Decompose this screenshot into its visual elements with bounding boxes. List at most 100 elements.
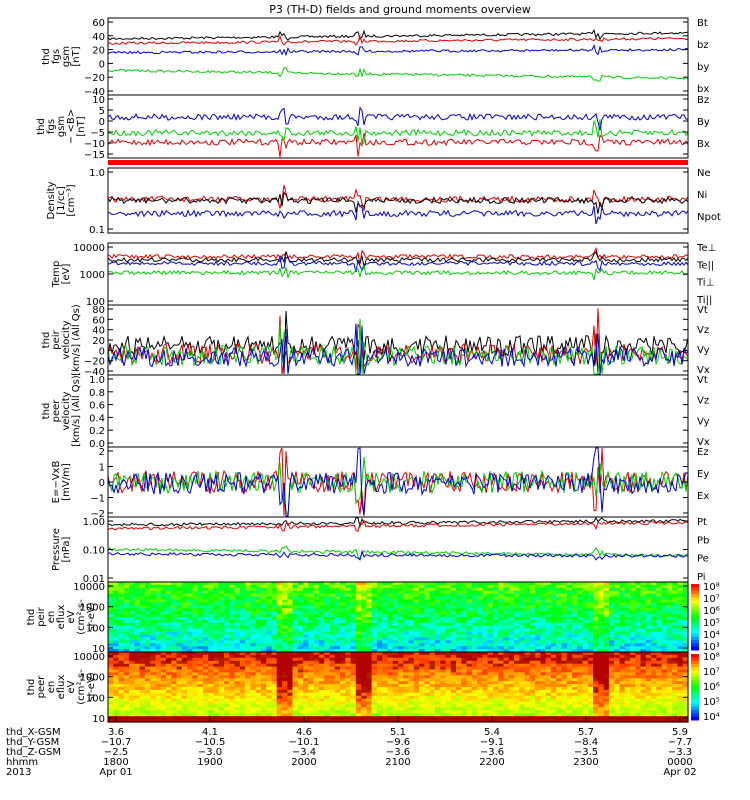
spectrogram-cell [661,675,668,679]
series-bz-line [107,132,689,158]
spectrogram-cell [519,619,526,624]
spectrogram-cell [392,695,399,700]
spectrogram-cell [619,599,626,603]
spectrogram-cell [166,619,172,624]
spectrogram-cell [255,692,262,697]
spectrogram-cell [556,678,563,682]
spectrogram-cell [561,675,568,679]
spectrogram-cell [382,593,389,598]
spectrogram-cell [123,652,130,656]
spectrogram-cell [197,596,204,601]
spectrogram-cell [593,587,599,592]
spectrogram-cell [166,646,172,650]
spectrogram-cell [661,584,668,589]
spectrogram-cell [303,704,309,708]
spectrogram-cell [445,678,452,682]
spectrogram-cell [524,625,531,630]
spectrogram-cell [187,654,193,659]
spectrogram-cell [545,672,552,676]
spectrogram-cell [355,657,362,662]
spectrogram-cell [361,599,367,603]
spectrogram-cell [440,654,447,659]
spectrogram-cell [334,675,341,679]
spectrogram-cell [614,599,621,603]
spectrogram-cell [492,643,499,647]
spectrogram-cell [134,654,141,659]
spectrogram-cell [239,669,246,673]
spectrogram-cell [498,590,505,595]
spectrogram-cell [535,593,541,598]
spectrogram-cell [461,640,468,644]
spectrogram-cell [350,622,357,627]
spectrogram-cell [635,704,642,708]
spectrogram-cell [598,684,605,688]
spectrogram-cell [192,619,199,624]
spectrogram-cell [524,619,531,624]
spectrogram-cell [666,596,673,601]
spectrogram-cell [398,619,404,624]
spectrogram-cell [619,611,626,615]
spectrogram-cell [282,704,288,708]
spectrogram-cell [566,684,573,688]
spectrogram-cell [540,640,547,644]
spectrogram-cell [160,619,167,624]
spectrogram-cell [572,640,578,644]
spectrogram-cell [376,675,383,679]
spectrogram-cell [234,643,241,647]
spectrogram-cell [123,657,130,662]
spectrogram-cell [266,701,273,706]
spectrogram-cell [672,584,679,589]
spectrogram-cell [550,628,557,633]
spectrogram-cell [382,643,389,647]
spectrogram-cell [614,584,621,589]
spectrogram-cell [123,678,130,682]
spectrogram-cell [672,590,679,595]
spectrogram-cell [587,669,594,673]
spectrogram-cell [176,643,183,647]
spectrogram-cell [108,634,114,638]
spectrogram-cell [582,660,589,665]
spectrogram-cell [276,678,283,682]
spectrogram-cell [630,678,636,682]
spectrogram-cell [593,611,599,615]
spectrogram-cell [250,684,257,688]
spectrogram-cell [519,681,526,685]
spectrogram-cell [155,614,162,618]
spectrogram-cell [466,652,473,656]
spectrogram-cell [540,622,547,627]
spectrogram-cell [187,675,193,679]
spectrogram-cell [160,637,167,641]
spectrogram-cell [150,657,157,662]
spectrogram-cell [561,584,568,589]
spectrogram-cell [572,628,578,633]
panel-frame [107,17,689,96]
spectrogram-cell [619,692,626,697]
spectrogram-cell [134,681,141,685]
spectrogram-cell [682,611,689,615]
spectrogram-cell [508,681,515,685]
y-tick-label: 1.0 [89,168,105,179]
spectrogram-cell [192,652,199,656]
spectrogram-cell [250,596,257,601]
spectrogram-cell [466,634,473,638]
spectrogram-cell [123,611,130,615]
spectrogram-cell [318,596,325,601]
spectrogram-cell [282,602,288,606]
spectrogram-cell [434,701,441,706]
spectrogram-cell [477,622,483,627]
spectrogram-cell [303,587,309,592]
spectrogram-cell [587,692,594,697]
spectrogram-cell [324,643,331,647]
spectrogram-cell [276,669,283,673]
spectrogram-cell [324,684,331,688]
spectrogram-cell [429,628,436,633]
spectrogram-cell [329,666,336,671]
spectrogram-cell [577,631,584,636]
spectrogram-cell [376,619,383,624]
spectrogram-cell [508,593,515,598]
spectrogram-cell [376,634,383,638]
spectrogram-cell [387,692,394,697]
spectrogram-cell [487,678,494,682]
spectrogram-cell [166,652,172,656]
spectrogram-cell [529,593,536,598]
